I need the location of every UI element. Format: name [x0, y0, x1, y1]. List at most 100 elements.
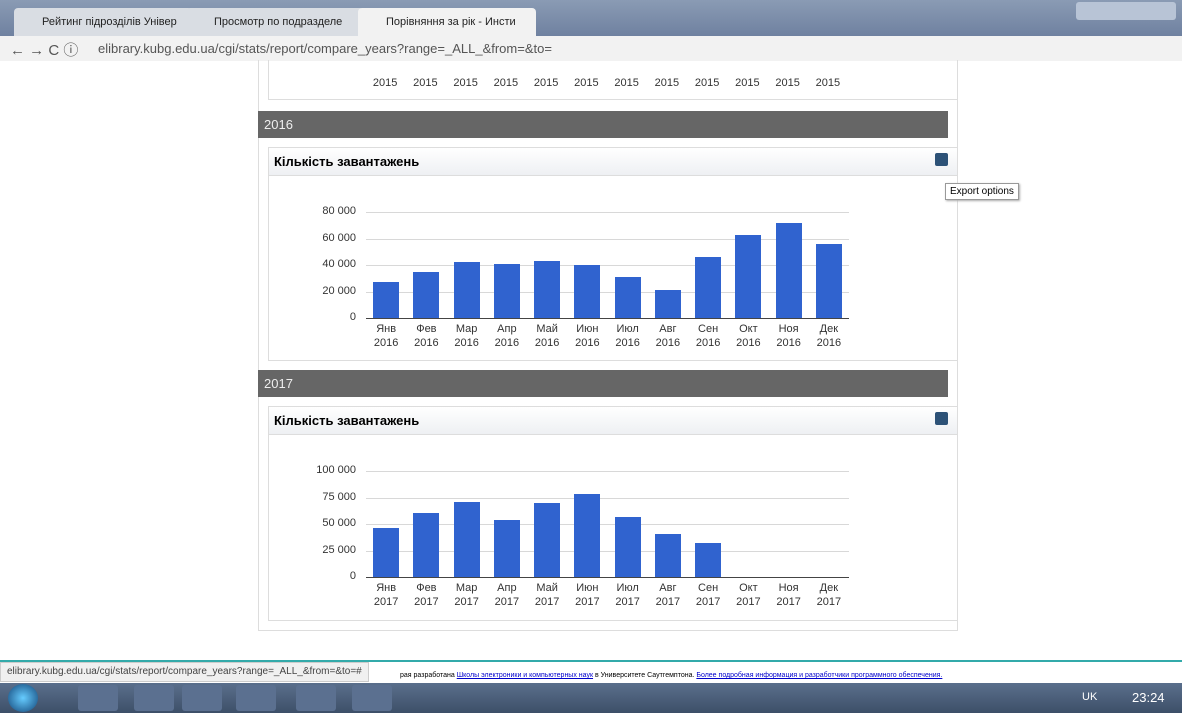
- x-tick-label: Окт 2016: [736, 323, 761, 349]
- bar: [373, 282, 400, 318]
- bar: [735, 235, 762, 318]
- y-tick-label: 75 000: [322, 490, 356, 503]
- x-tick-label: Июл 2017: [615, 582, 640, 608]
- bar: [574, 493, 601, 577]
- y-tick-label: 100 000: [316, 464, 356, 476]
- x-tick-label: 2015: [735, 77, 760, 89]
- bar: [534, 261, 561, 318]
- x-tick-label: Фев 2016: [414, 323, 439, 349]
- grid-line: [366, 318, 849, 319]
- tab[interactable]: Рейтинг підрозділів Універ: [14, 8, 192, 36]
- x-tick-label: 2015: [372, 77, 398, 89]
- x-tick-label: Сен 2016: [695, 323, 721, 349]
- app-icon[interactable]: [134, 685, 174, 711]
- previous-labels: 2015 2015 2015 2015 2015 2015 2015 2015 2015 2015…: [365, 76, 848, 90]
- x-tick-label: Окт 2017: [736, 582, 761, 608]
- bar: [373, 528, 400, 577]
- bar: [614, 516, 641, 577]
- x-tick-label: 2015: [533, 77, 559, 89]
- bar: [815, 243, 842, 318]
- grid-line: [366, 524, 849, 525]
- nav-buttons[interactable]: ← → C ⓘ: [10, 42, 79, 59]
- x-tick-label: 2015: [775, 77, 800, 89]
- x-tick-label: 2015: [815, 77, 841, 89]
- taskbar: UK 23:24: [0, 683, 1182, 713]
- bar: [453, 262, 480, 318]
- x-tick-label: 2015: [654, 77, 680, 89]
- app-icon[interactable]: [352, 685, 392, 711]
- app-icon[interactable]: [78, 685, 118, 711]
- x-tick-label: Янв 2016: [373, 323, 399, 349]
- link[interactable]: Более подробная информация и разработчик…: [696, 672, 943, 679]
- y-tick-label: 0: [349, 570, 356, 582]
- x-tick-label: Мар 2016: [454, 323, 479, 349]
- x-tick-label: Май 2016: [534, 323, 560, 349]
- language[interactable]: UK: [1082, 691, 1098, 703]
- tooltip: Export options: [945, 183, 1019, 200]
- x-tick-label: Дек 2016: [816, 323, 842, 349]
- link[interactable]: Школы электроники и компьютерных наук: [456, 672, 594, 679]
- tab[interactable]: Просмотр по подразделе: [186, 8, 364, 36]
- url[interactable]: elibrary.kubg.edu.ua/cgi/stats/report/co…: [98, 41, 552, 56]
- grid-line: [366, 550, 849, 552]
- x-tick-label: Фев 2017: [414, 582, 439, 608]
- bar: [614, 276, 641, 318]
- grid-line: [366, 238, 849, 240]
- y-tick-label: 0: [349, 311, 356, 323]
- tab-bar: Рейтинг підрозділів Універ Просмотр по п…: [0, 0, 1182, 36]
- footer-text: рая разработана Школы электроники и комп…: [400, 672, 942, 679]
- footer-prefix: рая разработана: [400, 672, 455, 679]
- grid-line: [366, 577, 849, 578]
- footer-middle: в Университете Саутгемптона.: [594, 672, 695, 679]
- chart-box: Кількість завантажень 0 20 000 40 000 60 000…: [268, 147, 958, 361]
- app-icon[interactable]: [296, 685, 336, 711]
- previous-chart: [268, 60, 958, 100]
- bar: [695, 257, 722, 318]
- x-tick-label: 2015: [694, 77, 720, 89]
- x-tick-label: 2015: [574, 77, 599, 89]
- app-icon[interactable]: [236, 685, 276, 711]
- window-controls[interactable]: [1076, 2, 1176, 20]
- x-tick-label: Июн 2016: [575, 323, 600, 349]
- x-tick-label: Авг 2016: [655, 323, 681, 349]
- bar: [574, 265, 601, 318]
- bar: [493, 519, 520, 577]
- x-tick-label: Май 2017: [534, 582, 560, 608]
- x-tick-label: Сен 2017: [695, 582, 721, 608]
- clock[interactable]: 23:24: [1132, 690, 1165, 705]
- grid-line: [366, 212, 849, 213]
- chart-title: Кількість завантажень: [269, 148, 957, 176]
- section-header: 2017: [258, 370, 948, 397]
- bar: [453, 501, 480, 577]
- export-button[interactable]: [935, 412, 948, 425]
- y-tick-label: 60 000: [322, 231, 356, 244]
- y-tick-label: 25 000: [322, 543, 356, 556]
- bar: [534, 502, 561, 577]
- grid-line: [366, 265, 849, 266]
- chart-title: Кількість завантажень: [269, 407, 957, 435]
- bar: [654, 290, 681, 318]
- bar: [493, 263, 520, 318]
- x-tick-label: 2015: [413, 77, 438, 89]
- x-tick-label: Мар 2017: [454, 582, 479, 608]
- export-button[interactable]: [935, 153, 948, 166]
- app-icon[interactable]: [182, 685, 222, 711]
- x-tick-label: Авг 2017: [655, 582, 681, 608]
- bar: [413, 271, 440, 318]
- tab[interactable]: Порівняння за рік - Инсти: [358, 8, 536, 36]
- x-tick-label: Дек 2017: [816, 582, 842, 608]
- grid-line: [366, 291, 849, 293]
- x-tick-label: Июл 2016: [615, 323, 640, 349]
- section-header: 2016: [258, 111, 948, 138]
- bar: [775, 222, 802, 318]
- start-button[interactable]: [8, 684, 38, 712]
- bar: [413, 513, 440, 577]
- y-tick-label: 50 000: [322, 517, 356, 529]
- x-tick-label: Апр 2017: [494, 582, 520, 608]
- x-tick-label: Ноя 2016: [776, 323, 801, 349]
- y-tick-label: 40 000: [322, 258, 356, 270]
- x-tick-label: 2015: [453, 77, 478, 89]
- x-tick-label: 2015: [614, 77, 639, 89]
- y-tick-label: 80 000: [322, 205, 356, 217]
